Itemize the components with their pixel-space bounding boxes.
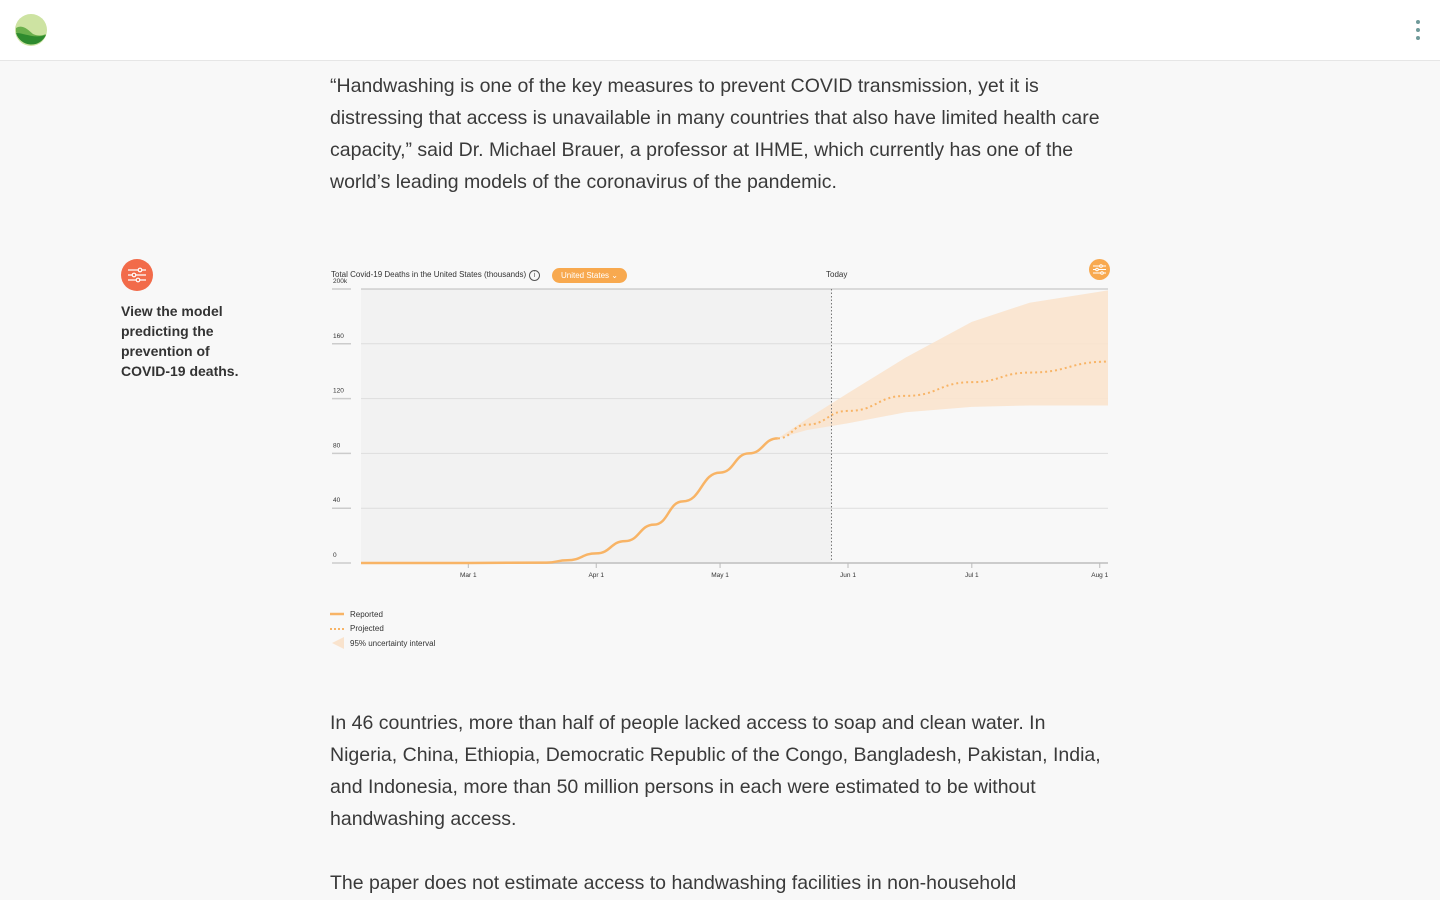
callout-text[interactable]: View the model predicting the prevention…: [121, 303, 239, 379]
x-tick-label: Apr 1: [588, 572, 604, 579]
sliders-icon[interactable]: [121, 259, 153, 291]
article-paragraph: “Handwashing is one of the key measures …: [330, 75, 1100, 193]
settings-sliders-icon[interactable]: [1089, 259, 1110, 280]
kebab-menu-icon[interactable]: [1410, 18, 1426, 42]
chevron-down-icon: ⌄: [611, 271, 618, 280]
x-tick-label: Mar 1: [460, 572, 477, 579]
deaths-chart: Total Covid-19 Deaths in the United Stat…: [320, 255, 1120, 655]
country-selected: United States: [561, 271, 610, 280]
x-tick-label: May 1: [711, 572, 729, 579]
y-tick-label: 40: [333, 497, 341, 504]
x-tick-label: Aug 1: [1091, 572, 1108, 579]
legend-uncertainty: 95% uncertainty interval: [330, 636, 435, 651]
top-bar: [0, 0, 1440, 61]
uncertainty-band: [777, 290, 1108, 439]
legend-projected: Projected: [330, 624, 384, 634]
model-callout: View the model predicting the prevention…: [121, 259, 261, 381]
leaf-globe-logo[interactable]: [15, 14, 47, 46]
info-icon[interactable]: i: [529, 270, 540, 281]
country-dropdown[interactable]: United States ⌄: [552, 268, 627, 283]
series-projected: [777, 360, 1109, 440]
y-tick-label: 120: [333, 388, 344, 395]
past-region: [361, 289, 832, 563]
article-paragraph: The paper does not estimate access to ha…: [330, 872, 1017, 894]
y-tick-label: 80: [333, 442, 341, 449]
y-tick-label: 200k: [333, 278, 348, 285]
series-reported: [360, 437, 778, 565]
y-tick-label: 0: [333, 552, 337, 559]
article-paragraph: In 46 countries, more than half of peopl…: [330, 712, 1101, 830]
chart-legend: Reported Projected 95% uncertainty inter…: [330, 607, 435, 651]
x-tick-label: Jul 1: [965, 572, 979, 579]
legend-reported: Reported: [330, 609, 383, 619]
y-tick-label: 160: [333, 333, 344, 340]
x-tick-label: Jun 1: [840, 572, 856, 579]
today-label: Today: [826, 270, 848, 279]
chart-title: Total Covid-19 Deaths in the United Stat…: [331, 270, 527, 279]
chart-plot: 0 40 80 120 160 200k Mar 1 Apr 1 May 1 Jun 1 Jul 1…: [332, 278, 1109, 579]
